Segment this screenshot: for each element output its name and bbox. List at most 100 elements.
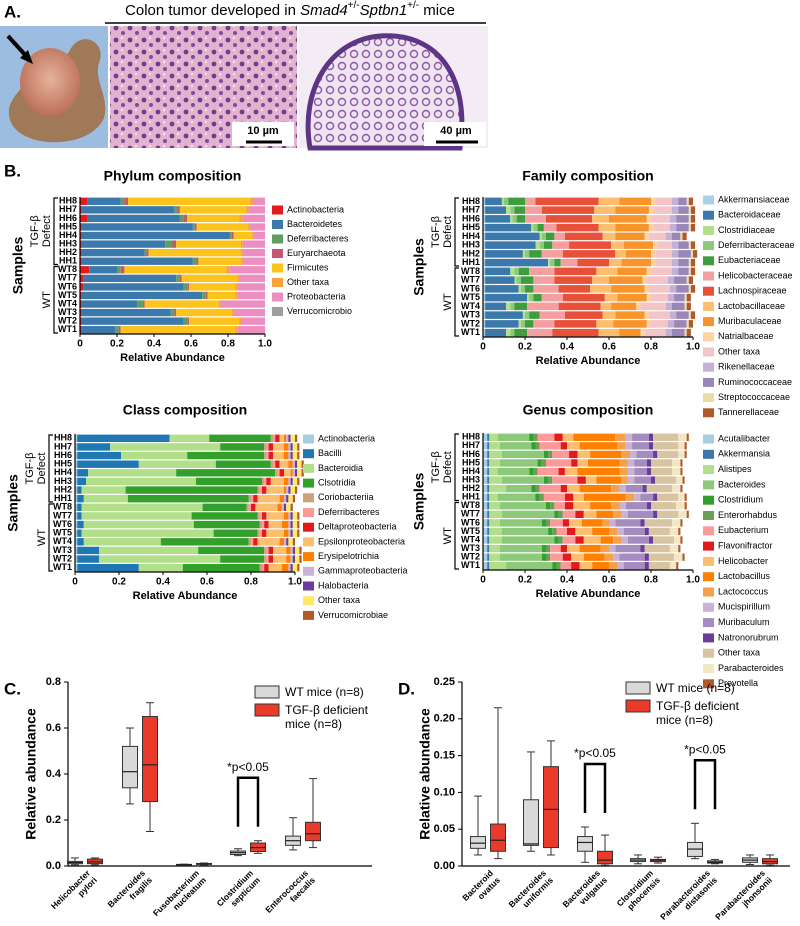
- bar-segment: [575, 527, 593, 536]
- bar-segment: [87, 197, 121, 205]
- bar-segment: [672, 232, 681, 241]
- x-tick-label: 1.0: [686, 342, 700, 353]
- bar-segment: [237, 291, 265, 300]
- bar-segment: [644, 232, 649, 241]
- bar-segment: [546, 544, 551, 553]
- bar-segment: [80, 248, 82, 257]
- bar-segment: [255, 503, 278, 512]
- bar-segment: [598, 328, 620, 337]
- bar-segment: [487, 502, 490, 510]
- group-label: WT: [442, 527, 454, 544]
- bar-segment: [99, 546, 199, 555]
- bar-segment: [640, 493, 654, 501]
- bar-segment: [148, 248, 241, 257]
- bar-segment: [81, 240, 166, 248]
- bar-segment: [489, 519, 500, 527]
- bar-segment: [627, 510, 654, 519]
- legend-swatch: [703, 664, 714, 673]
- bar-segment: [678, 197, 687, 206]
- group-bracket: [454, 197, 459, 267]
- bar-segment: [237, 283, 265, 291]
- legend-label: Tannerellaceae: [718, 407, 779, 417]
- row-label: WT4: [58, 298, 77, 308]
- bar-segment: [189, 317, 240, 325]
- row-label: HH5: [54, 459, 72, 469]
- bar-segment: [644, 328, 666, 337]
- bar-segment: [674, 536, 681, 544]
- bar-segment: [77, 555, 100, 563]
- legend-swatch: [703, 434, 714, 444]
- bar-segment: [636, 450, 654, 459]
- bar-segment: [562, 250, 616, 258]
- bar-segment: [558, 536, 563, 544]
- bar-segment: [80, 214, 88, 223]
- row-label: HH6: [59, 213, 77, 223]
- bar-segment: [284, 477, 289, 486]
- bar-segment: [483, 484, 488, 493]
- bar-segment: [690, 250, 693, 258]
- bar-segment: [594, 206, 616, 214]
- bar-segment: [270, 477, 284, 486]
- bar-segment: [680, 519, 683, 527]
- bar-segment: [558, 285, 591, 293]
- legend-label: Verrucomicrobiae: [318, 610, 388, 620]
- bar-segment: [80, 283, 84, 291]
- bar-segment: [590, 450, 622, 459]
- bar-segment: [613, 553, 620, 561]
- bar-segment: [279, 469, 284, 477]
- bar-segment: [160, 538, 249, 546]
- bar-segment: [187, 214, 240, 223]
- arrow-head: [20, 50, 33, 64]
- bar-segment: [571, 553, 584, 561]
- bar-segment: [288, 434, 291, 443]
- bar-segment: [623, 241, 654, 249]
- bar-segment: [567, 484, 580, 493]
- bar-segment: [80, 197, 88, 205]
- bar-segment: [80, 300, 82, 308]
- bar-segment: [483, 285, 486, 293]
- bar-segment: [286, 503, 291, 512]
- bar-segment: [266, 443, 269, 451]
- bar-segment: [487, 544, 490, 553]
- bar-segment: [288, 460, 293, 468]
- bar-segment: [239, 317, 241, 325]
- row-label: WT2: [58, 316, 77, 326]
- bar-segment: [80, 240, 82, 248]
- group-label: TGF-β: [29, 215, 41, 247]
- row-label: WT3: [58, 307, 77, 317]
- bar-segment: [676, 223, 689, 232]
- bar-segment: [80, 274, 84, 283]
- bar-segment: [292, 538, 295, 546]
- legend-swatch: [625, 681, 651, 695]
- bar-segment: [573, 502, 591, 510]
- bar-segment: [75, 563, 78, 572]
- row-label: HH4: [54, 467, 72, 477]
- bar-segment: [501, 450, 544, 459]
- bar-segment: [548, 450, 553, 459]
- bar-segment: [75, 512, 78, 520]
- scale-bar-label: 10 µm: [247, 125, 279, 137]
- bar-segment: [483, 476, 488, 484]
- bar-segment: [541, 250, 563, 258]
- bar-segment: [623, 527, 645, 536]
- bar-segment: [585, 476, 597, 484]
- genotype: +/-: [407, 0, 419, 11]
- bar-segment: [483, 493, 488, 501]
- bar-segment: [290, 443, 293, 451]
- bar-segment: [257, 529, 260, 537]
- x-tick-label: 0: [77, 339, 83, 350]
- bar-segment: [581, 519, 603, 527]
- bar-segment: [655, 476, 677, 484]
- bar-segment: [596, 476, 622, 484]
- bar-segment: [688, 320, 693, 328]
- bar-segment: [242, 240, 265, 248]
- bar-segment: [617, 293, 647, 302]
- bar-segment: [233, 308, 265, 317]
- bar-segment: [483, 544, 488, 553]
- row-label: WT4: [461, 534, 480, 544]
- bar-segment: [529, 267, 555, 276]
- bar-segment: [251, 494, 254, 503]
- group-bracket: [48, 434, 53, 503]
- bar-segment: [485, 258, 549, 267]
